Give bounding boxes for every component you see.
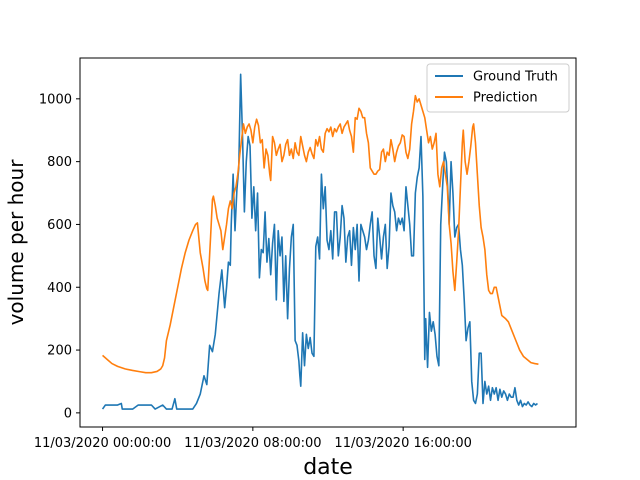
y-tick-label: 1000: [39, 92, 72, 107]
x-axis-label: date: [303, 455, 353, 480]
y-tick-label: 600: [47, 218, 72, 233]
y-tick-label: 200: [47, 344, 72, 359]
series-line-ground-truth: [101, 73, 538, 410]
ticks-layer: 0 200 400 600 800 1000 11/03/2020 00:00:00 11/0…: [34, 92, 472, 451]
legend-label-prediction: Prediction: [473, 91, 538, 106]
y-tick-label: 400: [47, 281, 72, 296]
y-axis-label: volume per hour: [4, 159, 28, 326]
legend-label-ground-truth: Ground Truth: [473, 70, 558, 85]
x-tick-label: 11/03/2020 16:00:00: [334, 436, 471, 451]
x-tick-label: 11/03/2020 00:00:00: [34, 436, 171, 451]
series-layer: [101, 73, 539, 410]
series-line-prediction: [102, 94, 539, 374]
legend: Ground Truth Prediction: [426, 63, 570, 113]
y-tick-label: 0: [64, 406, 72, 421]
y-tick-label: 800: [47, 155, 72, 170]
x-tick-label: 11/03/2020 08:00:00: [184, 436, 321, 451]
plot-frame: [79, 57, 577, 428]
